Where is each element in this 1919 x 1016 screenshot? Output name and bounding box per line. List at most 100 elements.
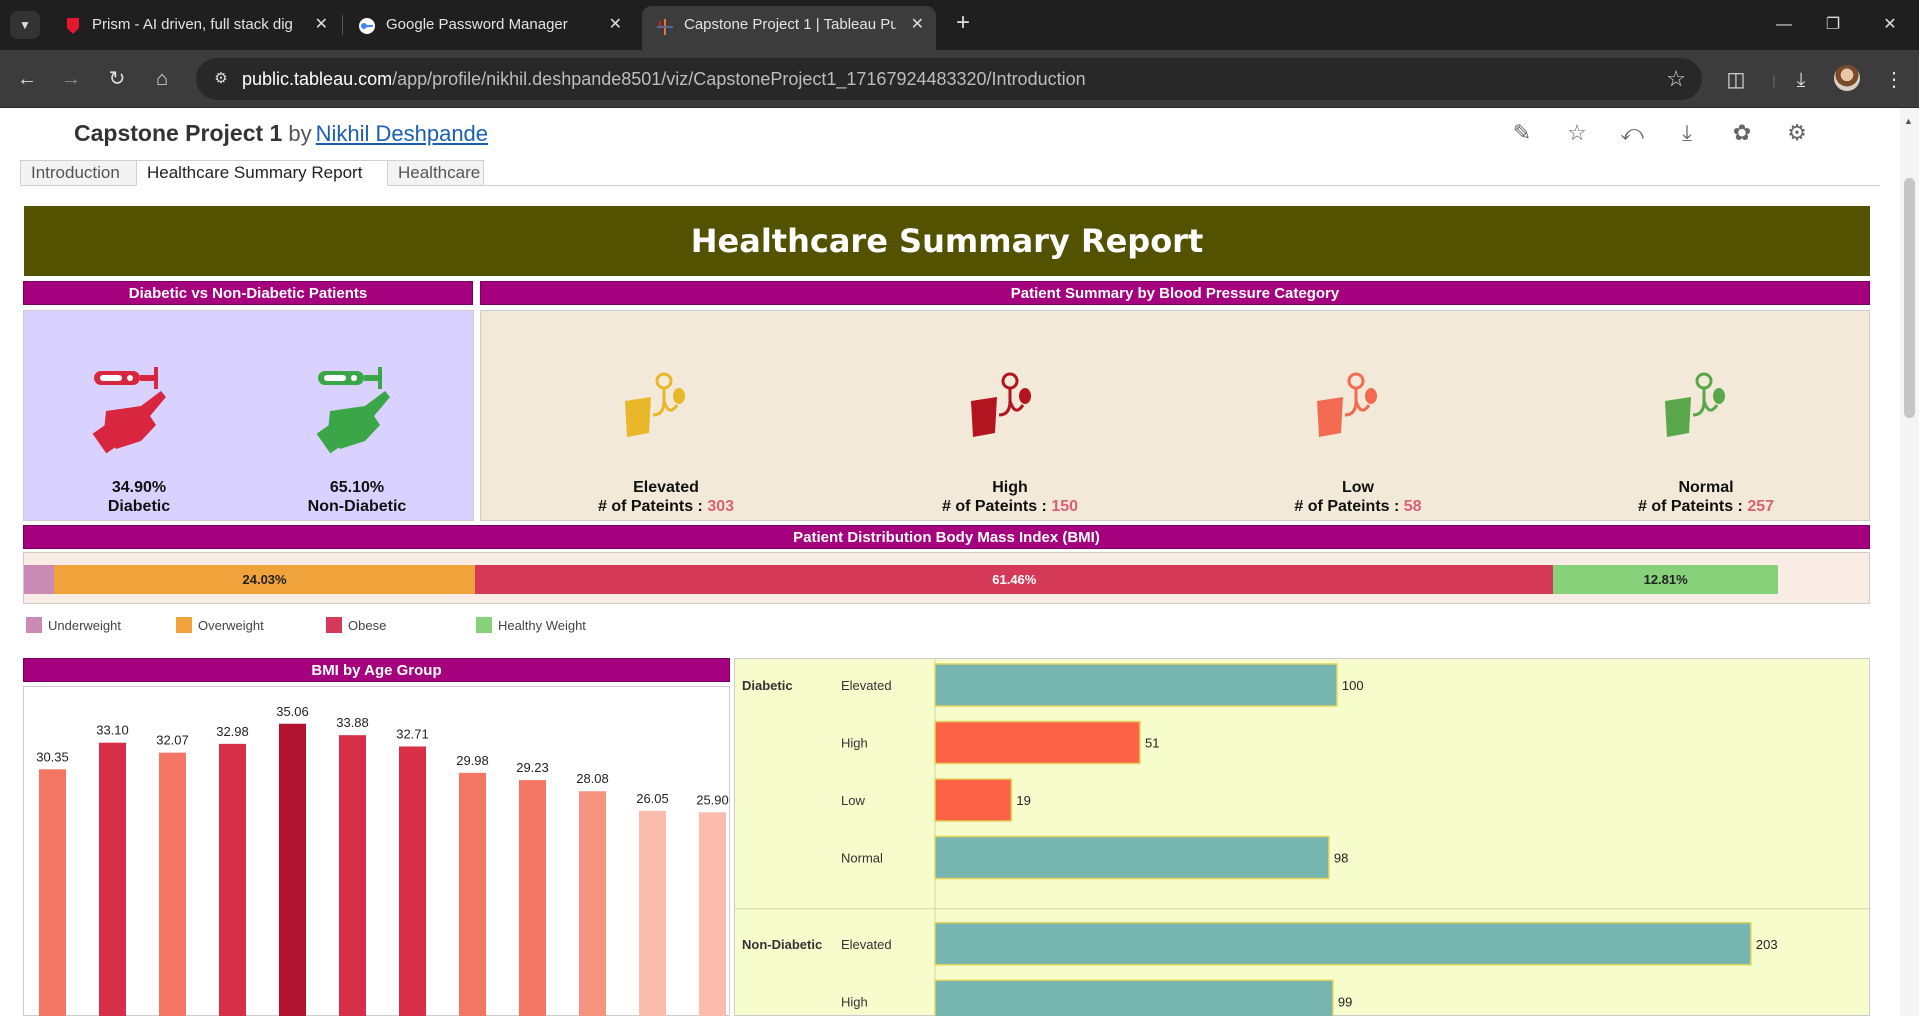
badge-icon[interactable]: ✿ (1732, 120, 1752, 145)
url-domain: public.tableau.com (242, 69, 393, 89)
bp-monitor-high-icon (971, 372, 1031, 437)
non-diabetic-label: Non-Diabetic (307, 498, 407, 515)
age-bar[interactable] (339, 735, 366, 1016)
category-label: High (841, 994, 868, 1009)
edit-viz-icon[interactable]: ✎ (1512, 120, 1532, 145)
age-bar[interactable] (579, 791, 606, 1016)
bp-monitor-normal-icon (1665, 372, 1725, 437)
url-text[interactable]: public.tableau.com/app/profile/nikhil.de… (242, 58, 1086, 100)
bmi-segment-healthy-weight[interactable]: 12.81% (1553, 565, 1778, 594)
tab-healthcare-summary-report[interactable]: Healthcare Summary Report (136, 160, 388, 186)
age-bar[interactable] (639, 810, 666, 1016)
window-close-icon[interactable]: ✕ (1883, 16, 1897, 33)
age-bar-label: 32.71 (396, 726, 429, 741)
diabetic-kpi: 34.90% Diabetic (84, 478, 194, 516)
age-bar-label: 33.88 (336, 715, 369, 730)
bp-card-low: Low # of Pateints : 58 (1253, 478, 1463, 516)
tab-search-button[interactable]: ▼ (10, 11, 40, 39)
diabetic-label: Diabetic (107, 498, 171, 515)
bp-card-name: Normal (1678, 479, 1734, 496)
bp-card-elevated: Elevated # of Pateints : 303 (561, 478, 771, 516)
age-bar[interactable] (459, 772, 486, 1016)
back-icon[interactable]: ← (17, 68, 37, 90)
close-icon[interactable]: ✕ (608, 16, 622, 33)
bp-card-count: 150 (1051, 498, 1079, 515)
browser-tab-tableau[interactable]: Capstone Project 1 | Tableau Pu ✕ (642, 6, 936, 50)
non-diabetic-kpi: 65.10% Non-Diabetic (292, 478, 422, 516)
age-bar[interactable] (399, 746, 426, 1016)
forward-icon[interactable]: → (61, 68, 81, 90)
tab-separator (342, 15, 343, 35)
google-password-manager-icon (359, 18, 375, 34)
address-bar[interactable]: ⚙ public.tableau.com/app/profile/nikhil.… (196, 58, 1702, 100)
category-label: Elevated (841, 678, 892, 693)
author-link[interactable]: Nikhil Deshpande (315, 121, 489, 146)
legend-healthy-weight[interactable]: Healthy Weight (476, 617, 586, 635)
tab-healthcare[interactable]: Healthcare (387, 160, 484, 186)
tab-introduction[interactable]: Introduction (20, 160, 137, 186)
age-bar[interactable] (99, 742, 126, 1016)
bp-card-name: High (992, 479, 1028, 496)
site-info-icon[interactable]: ⚙ (214, 70, 228, 87)
minimize-icon[interactable]: — (1776, 16, 1792, 33)
diabetic-glucometer-icon (92, 367, 166, 454)
close-icon[interactable]: ✕ (910, 16, 924, 33)
bp-card-prefix: # of Pateints : (1294, 498, 1404, 515)
diabetic-percent: 34.90% (111, 479, 167, 496)
dashboard-banner: Healthcare Summary Report (24, 206, 1870, 276)
browser-tab-password-manager[interactable]: Google Password Manager ✕ (344, 7, 634, 43)
share-icon[interactable]: ⤺ (1620, 120, 1644, 145)
menu-icon[interactable]: ⋮ (1884, 69, 1904, 91)
settings-gear-icon[interactable]: ⚙ (1787, 120, 1807, 145)
non-diabetic-glucometer-icon (316, 367, 390, 454)
age-bar[interactable] (159, 752, 186, 1016)
bp-bar[interactable] (934, 835, 1330, 880)
bookmark-star-icon[interactable]: ☆ (1666, 66, 1686, 91)
bmi-segment-underweight[interactable] (24, 565, 54, 594)
reload-icon[interactable]: ↻ (108, 68, 126, 90)
bp-card-prefix: # of Pateints : (597, 498, 708, 515)
legend-underweight[interactable]: Underweight (26, 617, 121, 635)
bp-card-name: Elevated (633, 479, 699, 496)
age-bar[interactable] (519, 780, 546, 1016)
favorite-star-icon[interactable]: ☆ (1567, 120, 1587, 145)
bp-bar-value: 99 (1338, 994, 1352, 1009)
scroll-up-icon[interactable]: ▲ (1904, 116, 1913, 126)
download-icon[interactable]: ⤓ (1682, 120, 1692, 145)
bmi-segment-obese[interactable]: 61.46% (475, 565, 1554, 594)
bmi-segment-overweight[interactable]: 24.03% (53, 565, 476, 594)
age-bar-label: 32.07 (156, 733, 189, 748)
age-bar[interactable] (39, 769, 66, 1016)
group-label: Diabetic (742, 678, 793, 693)
bp-bar[interactable] (934, 720, 1141, 765)
download-icon[interactable]: ⤓ (1796, 69, 1806, 91)
age-bar-label: 25.90 (696, 792, 729, 807)
extensions-icon[interactable]: ◫ (1726, 69, 1746, 91)
age-bar[interactable] (219, 743, 246, 1016)
bp-panel: Elevated # of Pateints : 303 High # of P… (480, 310, 1870, 521)
url-path: /app/profile/nikhil.deshpande8501/viz/Ca… (392, 69, 1086, 89)
age-bar[interactable] (699, 812, 726, 1016)
by-text: by (288, 121, 312, 146)
browser-tab-bar: ▼ Prism - AI driven, full stack digit ✕ … (0, 0, 1919, 50)
bp-bar[interactable] (934, 778, 1013, 822)
bp-card-name: Low (1342, 479, 1374, 496)
page-scrollbar[interactable]: ▲ (1900, 108, 1919, 1016)
close-icon[interactable]: ✕ (314, 16, 328, 33)
legend-overweight[interactable]: Overweight (176, 617, 264, 635)
bp-card-count: 58 (1403, 498, 1422, 515)
restore-icon[interactable]: ❐ (1825, 16, 1841, 33)
tableau-favicon-icon (657, 19, 673, 35)
age-bar[interactable] (279, 723, 306, 1016)
scrollbar-thumb[interactable] (1904, 178, 1915, 418)
bp-bar[interactable] (934, 663, 1338, 707)
bp-bar[interactable] (934, 979, 1334, 1016)
new-tab-button[interactable]: + (955, 9, 970, 36)
legend-obese[interactable]: Obese (326, 617, 386, 635)
profile-avatar[interactable] (1834, 65, 1860, 91)
home-icon[interactable]: ⌂ (155, 68, 169, 90)
browser-tab-prism[interactable]: Prism - AI driven, full stack digit ✕ (50, 7, 340, 43)
bp-bar[interactable] (934, 922, 1752, 966)
bp-bar-value: 51 (1145, 736, 1159, 751)
diabetic-section-header: Diabetic vs Non-Diabetic Patients (23, 281, 473, 305)
